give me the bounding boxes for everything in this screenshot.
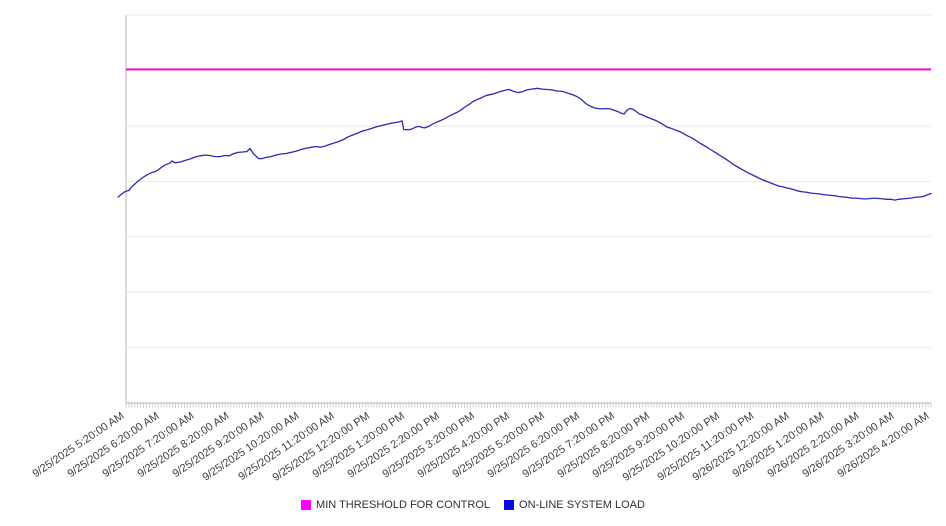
system-load-legend-swatch-icon <box>504 500 515 510</box>
legend-label-system-load: ON-LINE SYSTEM LOAD <box>519 499 645 511</box>
min-threshold-legend-swatch-icon <box>301 500 312 510</box>
chart-legend: MIN THRESHOLD FOR CONTROL ON-LINE SYSTEM… <box>0 499 946 511</box>
legend-item-system-load: ON-LINE SYSTEM LOAD <box>504 499 645 511</box>
legend-item-min-threshold: MIN THRESHOLD FOR CONTROL <box>301 499 490 511</box>
legend-label-min-threshold: MIN THRESHOLD FOR CONTROL <box>316 499 491 511</box>
